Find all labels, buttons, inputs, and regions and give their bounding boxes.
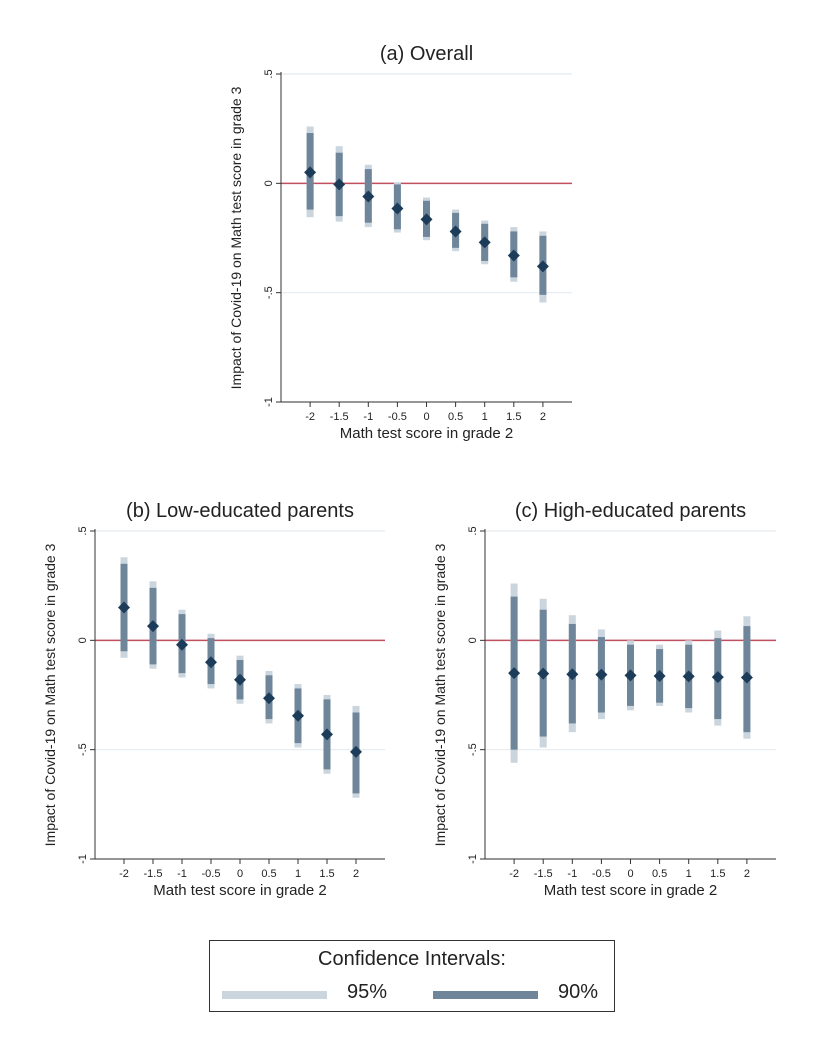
point-estimate-marker [263, 692, 275, 705]
x-tick-label: 1 [295, 868, 301, 880]
x-tick-label: 0 [627, 868, 633, 880]
legend-label-90: 90% [558, 981, 599, 1003]
x-axis-title: Math test score in grade 2 [544, 882, 717, 899]
y-tick-label: -.5 [467, 743, 479, 756]
y-tick-label: -1 [467, 854, 479, 864]
x-tick-label: -2 [119, 868, 129, 880]
x-tick-label: 2 [744, 868, 750, 880]
point-estimate-marker [653, 669, 666, 682]
point-estimate-marker [682, 670, 695, 683]
point-estimate-marker [478, 236, 491, 249]
x-tick-label: 1.5 [319, 868, 334, 880]
point-estimate-marker [420, 213, 433, 226]
chart-panel-high-educated: (c) High-educated parents .5 0 -.5 -1 -2 -1.5 -… [432, 500, 776, 899]
point-estimate-marker [350, 745, 362, 758]
point-estimate-marker [292, 709, 304, 722]
x-tick-label: -2 [305, 411, 315, 423]
point-estimate-marker [205, 656, 217, 669]
x-tick-label: -2 [509, 868, 519, 880]
point-estimate-marker [118, 601, 130, 614]
point-estimate-marker [362, 190, 375, 203]
x-tick-label: 2 [540, 411, 546, 423]
x-tick-label: 1.5 [710, 868, 725, 880]
x-tick-label: 2 [353, 868, 359, 880]
chart-panel-overall: (a) Overall .5 0 -.5 -1 -2 -1.5 -1 -0.5 0 0.5 1 1.5 2… [228, 43, 572, 442]
y-tick-label: 0 [263, 180, 275, 186]
point-estimate-marker [507, 249, 520, 262]
x-tick-label: -1.5 [330, 411, 349, 423]
chart-title: (a) Overall [380, 43, 473, 65]
chart-title: (b) Low-educated parents [126, 500, 354, 522]
y-tick-label: .5 [77, 526, 89, 535]
point-estimate-marker [711, 671, 724, 684]
legend: Confidence Intervals: 95% 90% [209, 940, 615, 1012]
x-tick-label: 0.5 [261, 868, 276, 880]
x-tick-label: 1.5 [506, 411, 521, 423]
y-tick-label: 0 [77, 637, 89, 643]
x-axis-title: Math test score in grade 2 [340, 425, 513, 442]
point-estimate-marker [147, 620, 159, 633]
point-estimate-marker [449, 225, 462, 238]
chart-panel-low-educated: (b) Low-educated parents .5 0 -.5 -1 -2 -1.5 -1… [42, 500, 385, 899]
x-tick-label: -1.5 [144, 868, 163, 880]
legend-title: Confidence Intervals: [318, 948, 506, 970]
point-estimate-marker [536, 260, 549, 273]
point-estimate-marker [537, 667, 550, 680]
point-estimate-marker [176, 638, 188, 651]
y-tick-label: 0 [467, 637, 479, 643]
y-axis-title: Impact of Covid-19 on Math test score in… [432, 543, 448, 846]
x-tick-label: 0.5 [448, 411, 463, 423]
y-tick-label: .5 [467, 526, 479, 535]
point-estimate-marker [508, 667, 521, 680]
point-estimate-marker [595, 668, 608, 681]
point-estimate-marker [234, 673, 246, 686]
point-estimate-marker [333, 178, 346, 191]
point-estimate-marker [740, 671, 753, 684]
point-estimate-marker [321, 728, 333, 741]
x-tick-label: 0.5 [652, 868, 667, 880]
point-estimate-marker [304, 166, 317, 179]
y-tick-label: -1 [77, 854, 89, 864]
y-axis-title: Impact of Covid-19 on Math test score in… [42, 543, 58, 846]
legend-label-95: 95% [347, 981, 388, 1003]
x-tick-label: -0.5 [202, 868, 221, 880]
legend-swatch-95 [222, 991, 327, 999]
point-estimate-marker [566, 668, 579, 681]
x-tick-label: 1 [482, 411, 488, 423]
point-estimate-marker [624, 669, 637, 682]
x-tick-label: -0.5 [388, 411, 407, 423]
y-tick-label: -1 [263, 397, 275, 407]
x-tick-label: -1 [177, 868, 187, 880]
x-tick-label: 0 [423, 411, 429, 423]
point-estimate-marker [391, 202, 404, 215]
x-axis-title: Math test score in grade 2 [153, 882, 326, 899]
x-tick-label: 1 [686, 868, 692, 880]
legend-swatch-90 [433, 991, 538, 999]
x-tick-label: 0 [237, 868, 243, 880]
y-tick-label: -.5 [263, 286, 275, 299]
chart-title: (c) High-educated parents [515, 500, 746, 522]
x-tick-label: -1 [363, 411, 373, 423]
y-tick-label: .5 [263, 69, 275, 78]
x-tick-label: -1.5 [534, 868, 553, 880]
x-tick-label: -0.5 [592, 868, 611, 880]
x-tick-label: -1 [567, 868, 577, 880]
y-tick-label: -.5 [77, 743, 89, 756]
y-axis-title: Impact of Covid-19 on Math test score in… [228, 86, 244, 389]
